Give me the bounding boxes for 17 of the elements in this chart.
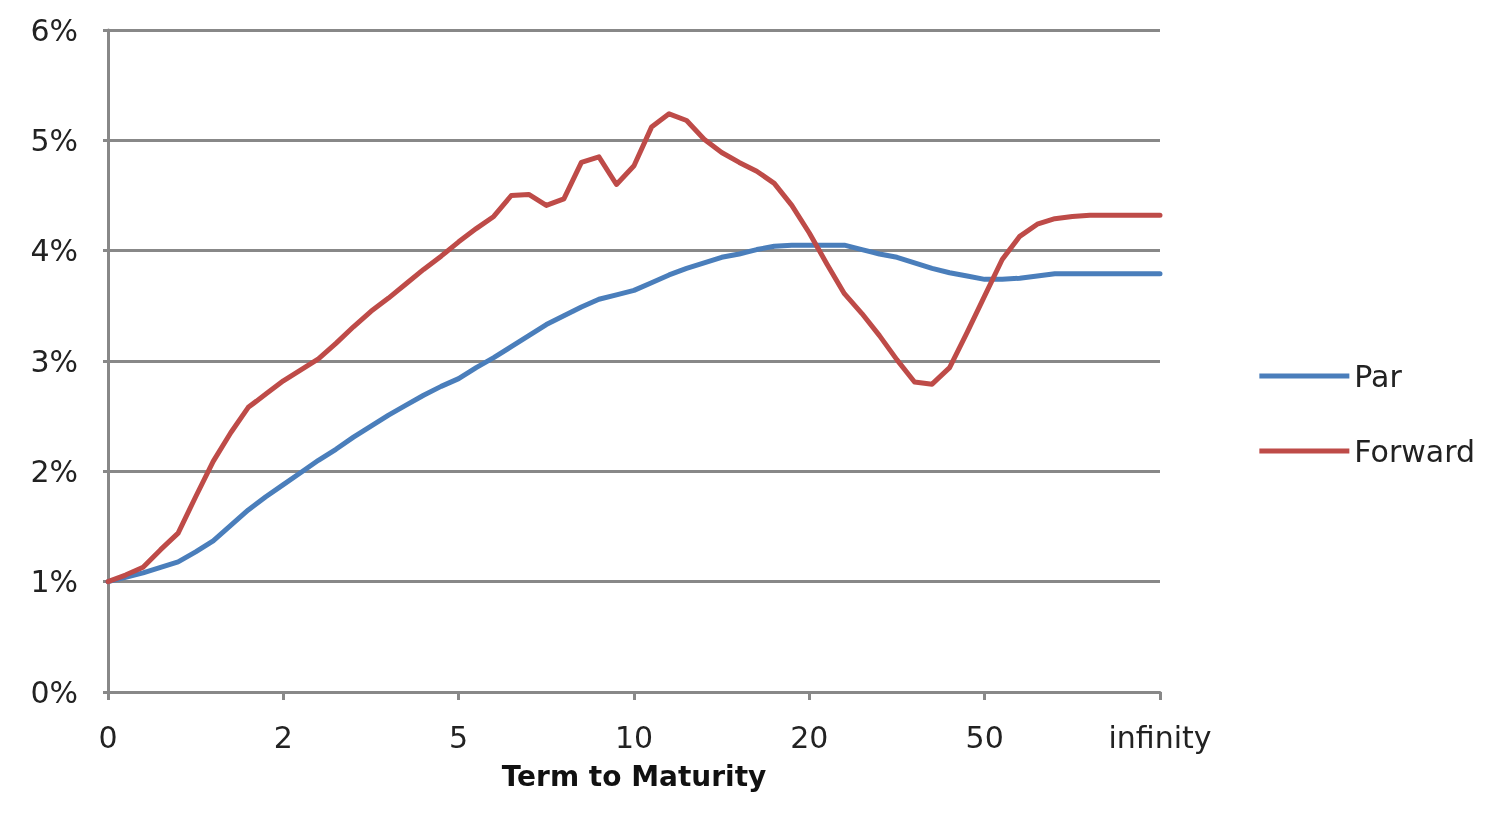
y-tick-label: 6% [30,12,78,48]
legend-label: Forward [1354,433,1476,469]
x-tick-label: 10 [614,719,654,755]
legend-label: Par [1354,358,1403,394]
y-tick-label: 0% [30,674,78,710]
y-tick-label: 5% [30,122,78,158]
y-tick-label: 3% [30,343,78,379]
x-tick-label: 5 [449,719,469,755]
x-tick-label: 0 [98,719,118,755]
y-tick-label: 4% [30,233,78,269]
x-tick-label: 50 [965,719,1004,755]
x-tick-label: 2 [273,719,293,755]
x-tick-label: infinity [1108,719,1212,755]
x-axis-title: Term to Maturity [501,759,767,793]
y-tick-label: 2% [30,453,78,489]
y-tick-label: 1% [30,564,78,600]
x-tick-label: 20 [790,719,829,755]
